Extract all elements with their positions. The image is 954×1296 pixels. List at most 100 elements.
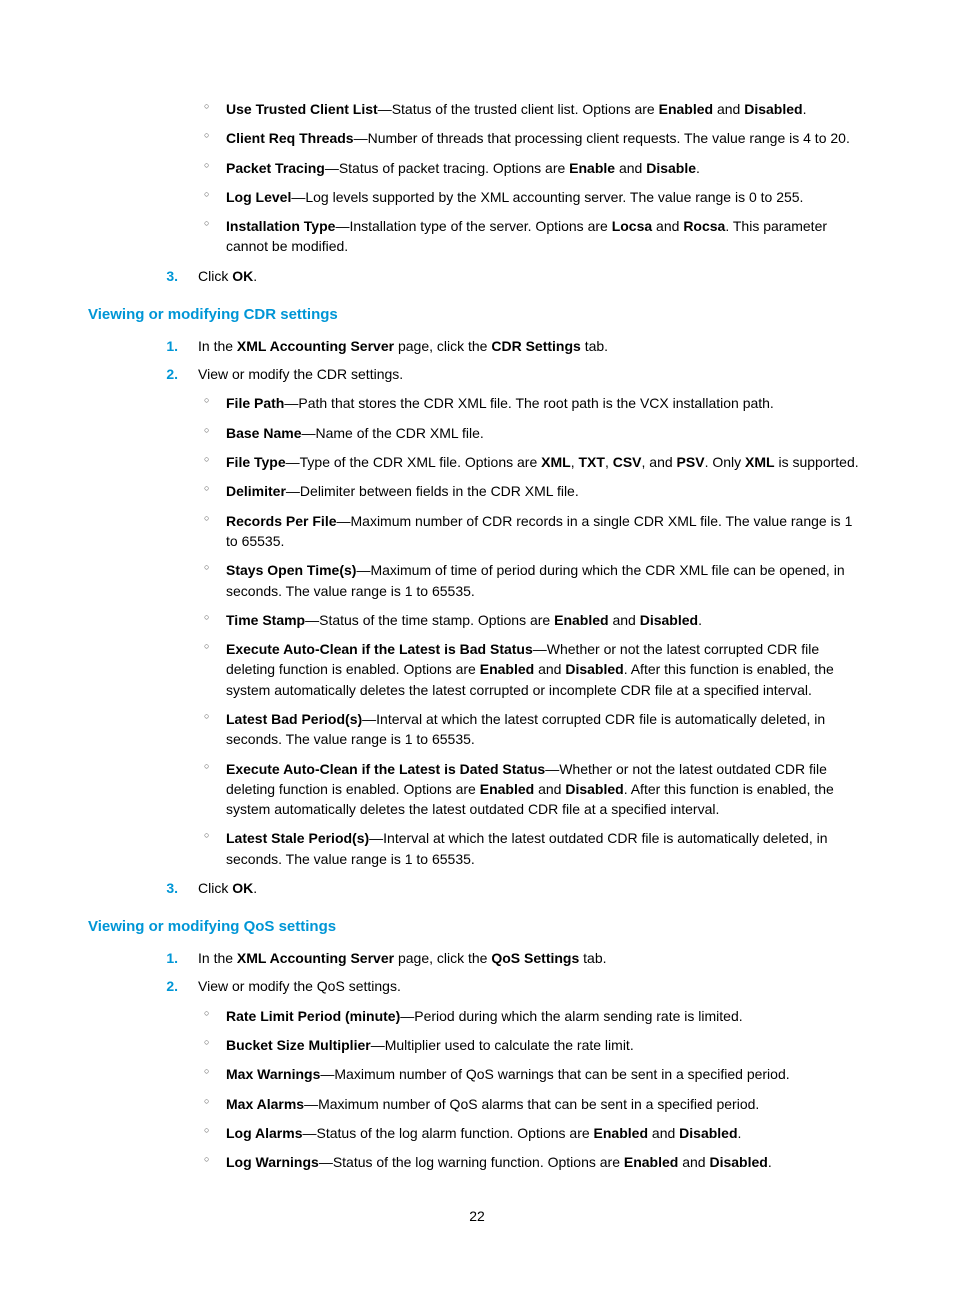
step-text: In the XML Accounting Server page, click… <box>198 338 608 354</box>
heading-qos: Viewing or modifying QoS settings <box>88 916 866 938</box>
definition-text: and <box>534 781 565 797</box>
definition-text: , and <box>642 454 677 470</box>
definition-text: is supported. <box>775 454 859 470</box>
list-item: Delimiter—Delimiter between fields in th… <box>198 481 866 501</box>
qos-sublist: Rate Limit Period (minute)—Period during… <box>198 1006 866 1173</box>
definition-text: —Path that stores the CDR XML file. The … <box>284 395 773 411</box>
definition-text: —Log levels supported by the XML account… <box>291 189 803 205</box>
top-sublist: Use Trusted Client List—Status of the tr… <box>198 99 866 257</box>
step-number: 3. <box>158 266 178 286</box>
term: Time Stamp <box>226 612 305 628</box>
option-bold: Enabled <box>624 1154 678 1170</box>
list-item: Client Req Threads—Number of threads tha… <box>198 128 866 148</box>
term: Log Warnings <box>226 1154 319 1170</box>
option-bold: Enabled <box>554 612 608 628</box>
definition-text: . Only <box>705 454 745 470</box>
term: Delimiter <box>226 483 286 499</box>
list-item: Bucket Size Multiplier—Multiplier used t… <box>198 1035 866 1055</box>
step-number: 1. <box>158 336 178 356</box>
definition-text: —Status of the trusted client list. Opti… <box>378 101 659 117</box>
list-item: Rate Limit Period (minute)—Period during… <box>198 1006 866 1026</box>
definition-text: —Name of the CDR XML file. <box>302 425 484 441</box>
definition-text: and <box>713 101 744 117</box>
list-item: Log Warnings—Status of the log warning f… <box>198 1152 866 1172</box>
definition-text: —Maximum number of QoS warnings that can… <box>320 1066 789 1082</box>
term: Max Warnings <box>226 1066 320 1082</box>
qos-steps: 1. In the XML Accounting Server page, cl… <box>158 948 866 1172</box>
term: Execute Auto-Clean if the Latest is Bad … <box>226 641 533 657</box>
option-bold: Locsa <box>612 218 652 234</box>
option-bold: Disable <box>646 160 696 176</box>
qos-step-1: 1. In the XML Accounting Server page, cl… <box>158 948 866 968</box>
definition-text: and <box>678 1154 709 1170</box>
term: Use Trusted Client List <box>226 101 378 117</box>
option-bold: Disabled <box>709 1154 767 1170</box>
definition-text: and <box>615 160 646 176</box>
term: Stays Open Time(s) <box>226 562 356 578</box>
definition-text: —Status of packet tracing. Options are <box>325 160 569 176</box>
definition-text: . <box>698 612 702 628</box>
cdr-step-2: 2. View or modify the CDR settings. File… <box>158 364 866 869</box>
list-item: Log Level—Log levels supported by the XM… <box>198 187 866 207</box>
step-text: Click OK. <box>198 880 257 896</box>
cdr-sublist: File Path—Path that stores the CDR XML f… <box>198 393 866 869</box>
definition-text: —Status of the log alarm function. Optio… <box>303 1125 594 1141</box>
option-bold: TXT <box>578 454 604 470</box>
definition-text: —Status of the time stamp. Options are <box>305 612 554 628</box>
step-text: View or modify the CDR settings. <box>198 366 403 382</box>
definition-text: —Period during which the alarm sending r… <box>400 1008 742 1024</box>
list-item: Use Trusted Client List—Status of the tr… <box>198 99 866 119</box>
definition-text: —Type of the CDR XML file. Options are <box>286 454 541 470</box>
list-item: Execute Auto-Clean if the Latest is Date… <box>198 759 866 820</box>
option-bold: Enabled <box>480 781 534 797</box>
option-bold: Enabled <box>594 1125 648 1141</box>
step-number: 2. <box>158 364 178 384</box>
option-bold: Disabled <box>565 661 623 677</box>
step-text: View or modify the QoS settings. <box>198 978 401 994</box>
option-bold: Enabled <box>659 101 713 117</box>
definition-text: and <box>534 661 565 677</box>
definition-text: —Multiplier used to calculate the rate l… <box>371 1037 634 1053</box>
list-item: Max Alarms—Maximum number of QoS alarms … <box>198 1094 866 1114</box>
list-item: Log Alarms—Status of the log alarm funct… <box>198 1123 866 1143</box>
list-item: Max Warnings—Maximum number of QoS warni… <box>198 1064 866 1084</box>
option-bold: Disabled <box>565 781 623 797</box>
step-3-top: 3. Click OK. <box>158 266 866 286</box>
list-item: Time Stamp—Status of the time stamp. Opt… <box>198 610 866 630</box>
option-bold: Disabled <box>679 1125 737 1141</box>
option-bold: Enable <box>569 160 615 176</box>
term: File Type <box>226 454 286 470</box>
term: File Path <box>226 395 284 411</box>
list-item: Records Per File—Maximum number of CDR r… <box>198 511 866 552</box>
term: Client Req Threads <box>226 130 354 146</box>
term: Latest Stale Period(s) <box>226 830 369 846</box>
option-bold: Disabled <box>744 101 802 117</box>
definition-text: . <box>768 1154 772 1170</box>
definition-text: . <box>738 1125 742 1141</box>
heading-cdr: Viewing or modifying CDR settings <box>88 304 866 326</box>
list-item: Latest Bad Period(s)—Interval at which t… <box>198 709 866 750</box>
term: Records Per File <box>226 513 337 529</box>
option-bold: XML <box>541 454 571 470</box>
term: Base Name <box>226 425 302 441</box>
term: Execute Auto-Clean if the Latest is Date… <box>226 761 545 777</box>
definition-text: and <box>609 612 640 628</box>
option-bold: Rocsa <box>683 218 725 234</box>
cdr-steps: 1. In the XML Accounting Server page, cl… <box>158 336 866 899</box>
definition-text: . <box>696 160 700 176</box>
option-bold: CSV <box>613 454 642 470</box>
definition-text: —Delimiter between fields in the CDR XML… <box>286 483 579 499</box>
definition-text: and <box>648 1125 679 1141</box>
top-continuation-list: Use Trusted Client List—Status of the tr… <box>158 99 866 286</box>
definition-text: —Maximum number of QoS alarms that can b… <box>304 1096 759 1112</box>
list-item: Stays Open Time(s)—Maximum of time of pe… <box>198 560 866 601</box>
step-text: Click OK. <box>198 268 257 284</box>
qos-step-2: 2. View or modify the QoS settings. Rate… <box>158 976 866 1172</box>
term: Installation Type <box>226 218 335 234</box>
list-item: Packet Tracing—Status of packet tracing.… <box>198 158 866 178</box>
definition-text: and <box>652 218 683 234</box>
definition-text: , <box>605 454 613 470</box>
term: Log Level <box>226 189 291 205</box>
page-number: 22 <box>88 1206 866 1226</box>
option-bold: Enabled <box>480 661 534 677</box>
